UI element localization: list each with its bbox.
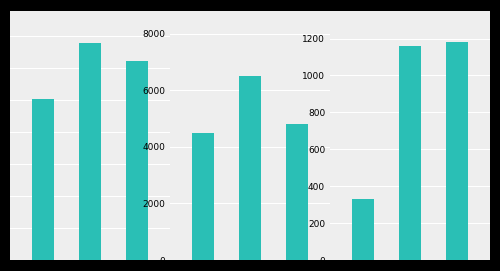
Title: MG MOTORS: MG MOTORS (356, 0, 464, 8)
Bar (192, 133, 214, 260)
Bar (400, 46, 420, 260)
Bar (32, 99, 54, 260)
Bar (286, 124, 308, 260)
Title: TATA.EV: TATA.EV (216, 0, 284, 8)
Title: MAHINDRA: MAHINDRA (43, 0, 137, 8)
Bar (126, 61, 148, 260)
Bar (352, 199, 374, 260)
Bar (80, 43, 100, 260)
Bar (446, 42, 468, 260)
Bar (240, 76, 260, 260)
